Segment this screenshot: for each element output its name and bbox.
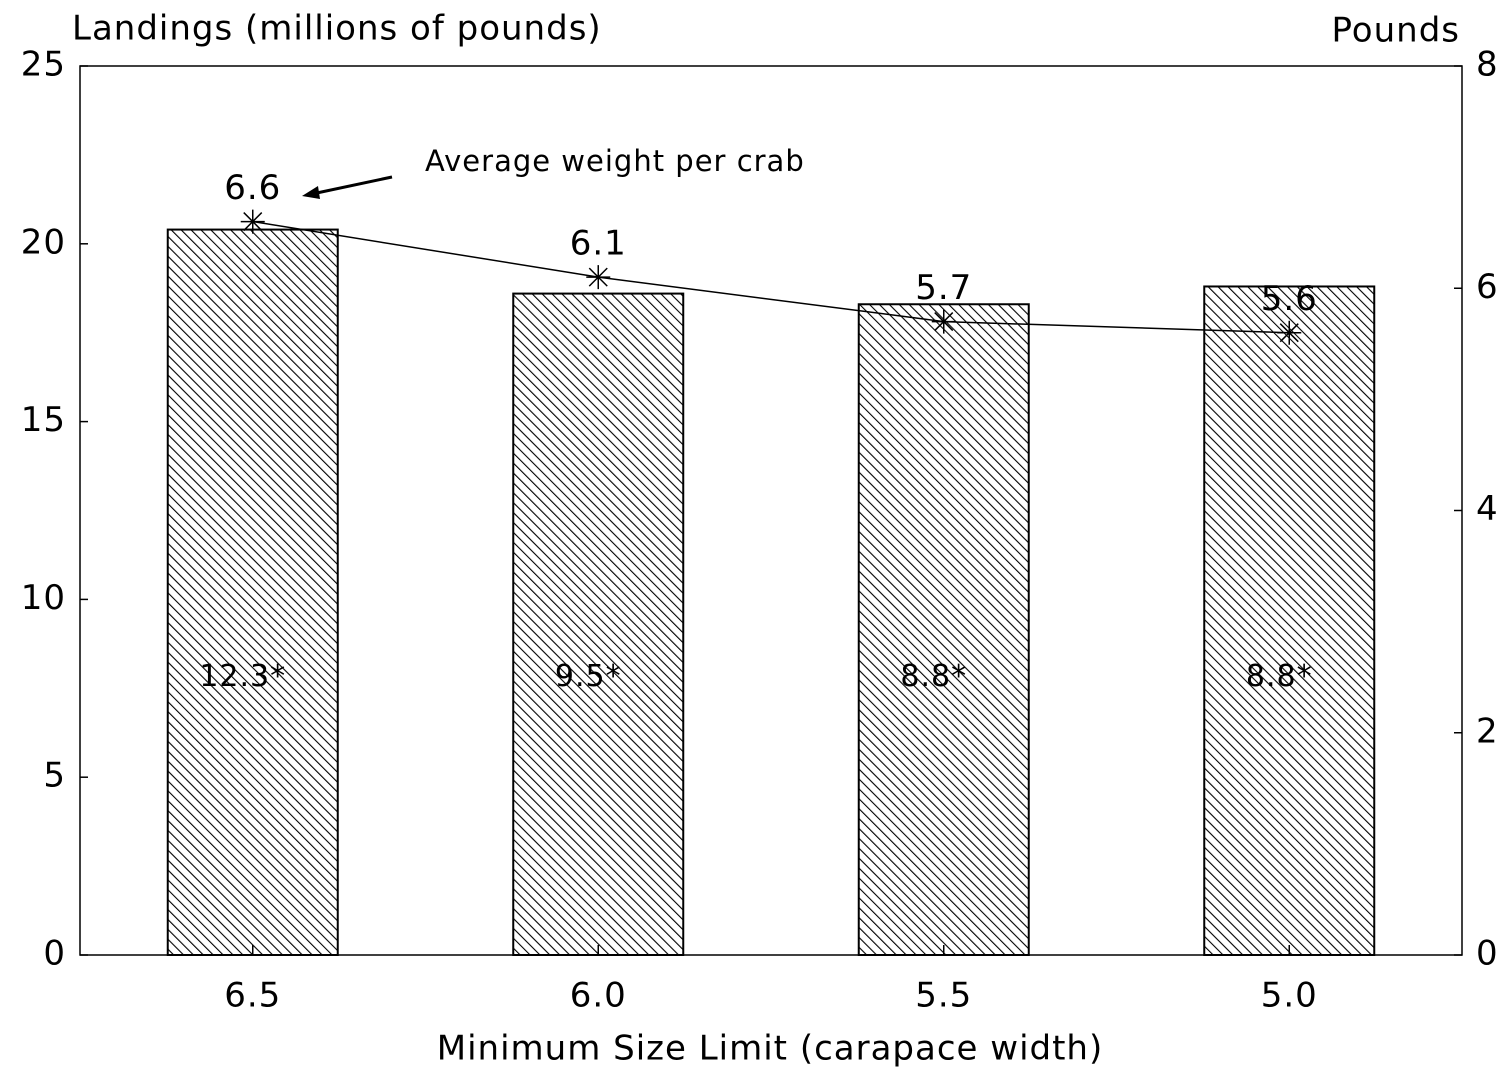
bar-note: 8.8* [1246,659,1313,694]
y2-axis-label: Pounds [1332,11,1461,51]
y-axis-label: Landings (millions of pounds) [72,9,602,49]
x-tick-label: 6.0 [570,976,627,1016]
y-tick-label: 15 [21,400,66,440]
bar-note: 9.5* [555,659,622,694]
data-label: 5.7 [915,268,972,308]
bar [1203,285,1376,956]
bar-note: 12.3* [199,659,286,694]
data-label: 6.6 [224,168,281,208]
x-tick-label: 6.5 [224,976,281,1016]
y2-tick-label: 8 [1476,45,1499,85]
x-tick-label: 5.5 [915,976,972,1016]
annotation: Average weight per crab [425,144,805,178]
point-marker [1277,320,1302,345]
bar [512,292,685,957]
data-label: 5.6 [1261,279,1318,319]
x-tick-label: 5.0 [1261,976,1318,1016]
y-tick-label: 10 [21,578,66,618]
bar [166,228,339,957]
x-axis-label: Minimum Size Limit (carapace width) [437,1029,1104,1069]
point-marker [586,265,611,290]
y-tick-label: 25 [21,45,66,85]
annotation-arrow [302,175,393,199]
y-tick-label: 5 [43,756,66,796]
y2-tick-label: 2 [1476,711,1499,751]
bar-note: 8.8* [900,659,967,694]
data-label: 6.1 [570,224,627,264]
point-marker [240,209,265,234]
y-tick-label: 0 [43,934,66,974]
y2-tick-label: 0 [1476,934,1499,974]
bar [857,303,1030,956]
point-marker [931,309,956,334]
y-tick-label: 20 [21,222,66,262]
y2-tick-label: 4 [1476,489,1499,529]
y2-tick-label: 6 [1476,267,1499,307]
line [252,220,1290,334]
